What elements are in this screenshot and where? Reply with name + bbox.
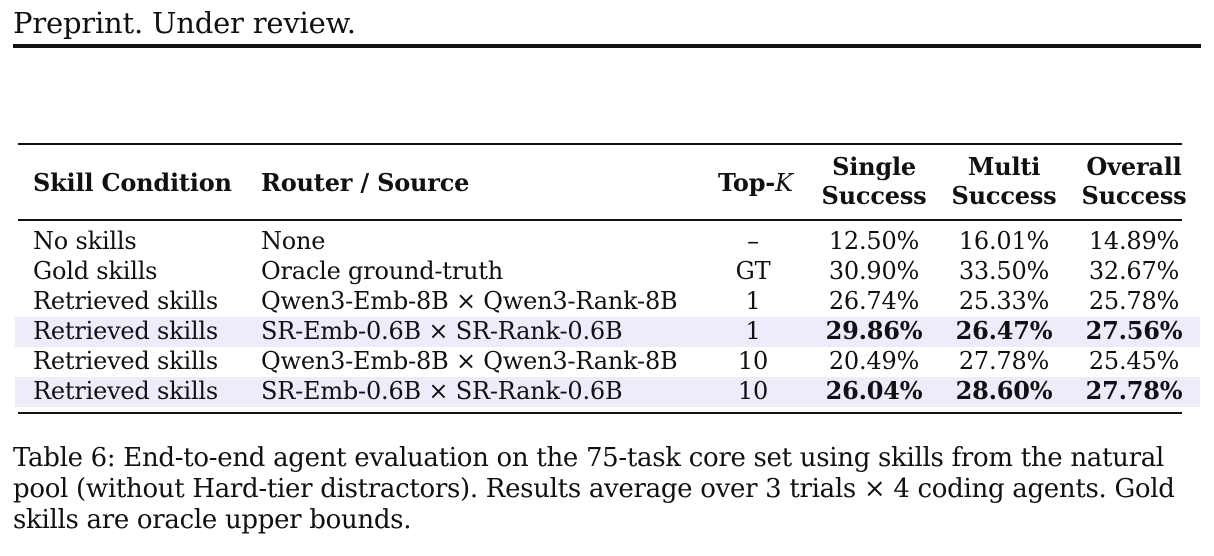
cell-router: Qwen3-Emb-8B × Qwen3-Rank-8B xyxy=(261,287,678,315)
cell-router: Oracle ground-truth xyxy=(261,257,503,285)
header-router-source: Router / Source xyxy=(261,168,470,197)
cell-single: 26.74% xyxy=(828,287,920,315)
cell-single: 29.86% xyxy=(825,316,923,345)
table-header-rule xyxy=(18,219,1182,221)
row-highlight xyxy=(15,377,1200,407)
cell-single: 26.04% xyxy=(825,376,923,405)
cell-condition: Retrieved skills xyxy=(33,347,219,375)
header-overall-line1: Overall xyxy=(1086,152,1182,181)
header-top-k: Top-K xyxy=(718,168,793,198)
page-header: Preprint. Under review. xyxy=(13,6,356,40)
cell-topk: 10 xyxy=(737,377,769,405)
cell-overall: 32.67% xyxy=(1088,257,1180,285)
table-caption: Table 6: End-to-end agent evaluation on … xyxy=(13,443,1205,536)
cell-condition: Gold skills xyxy=(33,257,158,285)
cell-single: 20.49% xyxy=(828,347,920,375)
cell-multi: 16.01% xyxy=(958,227,1050,255)
caption-line-2: pool (without Hard-tier distractors). Re… xyxy=(13,474,1175,504)
cell-condition: Retrieved skills xyxy=(33,317,219,345)
cell-router: SR-Emb-0.6B × SR-Rank-0.6B xyxy=(261,317,623,345)
cell-topk: 10 xyxy=(737,347,769,375)
header-multi-line1: Multi xyxy=(967,152,1041,181)
header-top-k-prefix: Top- xyxy=(718,168,776,197)
header-multi-line2: Success xyxy=(951,181,1057,210)
cell-condition: No skills xyxy=(33,227,137,255)
row-highlight xyxy=(15,317,1200,347)
header-skill-condition: Skill Condition xyxy=(33,168,232,197)
cell-single: 12.50% xyxy=(828,227,920,255)
cell-router: SR-Emb-0.6B × SR-Rank-0.6B xyxy=(261,377,623,405)
cell-router: None xyxy=(261,227,326,255)
cell-multi: 25.33% xyxy=(958,287,1050,315)
cell-multi: 33.50% xyxy=(958,257,1050,285)
caption-line-3: skills are oracle upper bounds. xyxy=(13,505,412,535)
header-single-line1: Single xyxy=(832,152,916,181)
header-single-line2: Success xyxy=(821,181,927,210)
cell-condition: Retrieved skills xyxy=(33,377,219,405)
header-overall-line2: Success xyxy=(1081,181,1187,210)
cell-router: Qwen3-Emb-8B × Qwen3-Rank-8B xyxy=(261,347,678,375)
header-multi-success: Multi Success xyxy=(944,152,1064,210)
cell-topk: 1 xyxy=(745,287,761,315)
header-rule xyxy=(13,44,1201,48)
cell-single: 30.90% xyxy=(828,257,920,285)
header-single-success: Single Success xyxy=(814,152,934,210)
header-top-k-var: K xyxy=(775,169,793,197)
cell-multi: 26.47% xyxy=(955,316,1053,345)
cell-overall: 27.56% xyxy=(1085,316,1183,345)
cell-overall: 14.89% xyxy=(1088,227,1180,255)
cell-condition: Retrieved skills xyxy=(33,287,219,315)
cell-overall: 25.78% xyxy=(1088,287,1180,315)
table-top-rule xyxy=(18,143,1182,145)
header-overall-success: Overall Success xyxy=(1074,152,1194,210)
cell-overall: 25.45% xyxy=(1088,347,1180,375)
cell-multi: 27.78% xyxy=(958,347,1050,375)
cell-topk: 1 xyxy=(745,317,761,345)
caption-line-1: Table 6: End-to-end agent evaluation on … xyxy=(13,443,1164,473)
cell-topk: GT xyxy=(735,257,771,285)
cell-multi: 28.60% xyxy=(955,376,1053,405)
cell-topk: – xyxy=(747,227,759,255)
table-bottom-rule xyxy=(18,412,1182,414)
cell-overall: 27.78% xyxy=(1085,376,1183,405)
